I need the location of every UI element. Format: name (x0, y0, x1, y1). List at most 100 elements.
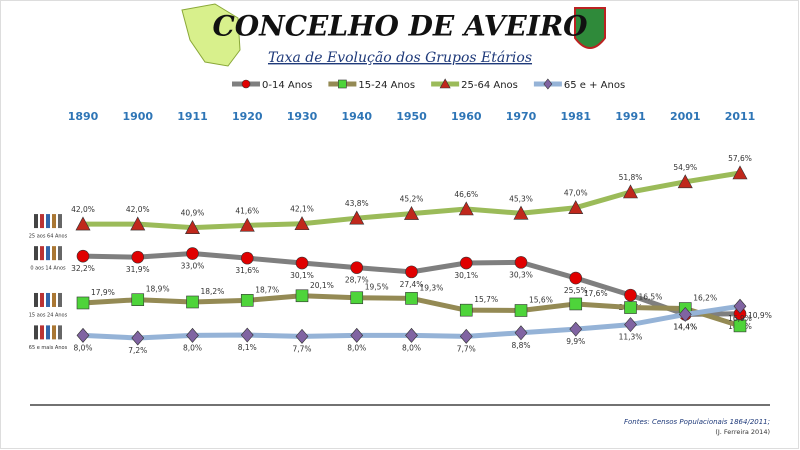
data-point (514, 325, 528, 341)
data-label: 7,2% (128, 346, 147, 355)
row-icon (58, 292, 62, 307)
data-label: 30,1% (454, 271, 478, 280)
row-icon (40, 292, 44, 307)
x-tick-label: 1960 (451, 110, 482, 123)
data-label: 40,9% (181, 209, 205, 218)
data-point (240, 327, 254, 343)
data-point (624, 288, 637, 302)
data-point (76, 296, 90, 310)
data-point (568, 200, 584, 215)
row-label: 65 e mais Anos (29, 345, 68, 351)
legend-marker (241, 79, 251, 89)
x-tick-label: 1930 (287, 110, 318, 123)
data-label: 8,0% (402, 343, 421, 352)
data-label: 19,3% (420, 283, 444, 292)
data-label: 25,5% (564, 286, 588, 295)
row-icon (46, 325, 50, 340)
data-label: 8,8% (511, 341, 530, 350)
data-label: 27,4% (400, 280, 424, 289)
data-label: 16,9% (728, 314, 752, 323)
data-label: 42,0% (71, 205, 95, 214)
row-icon (52, 246, 56, 261)
data-label: 45,2% (400, 195, 424, 204)
data-point (186, 247, 199, 260)
data-label: 16,2% (693, 294, 717, 303)
data-point (350, 261, 364, 274)
data-label: 8,0% (73, 343, 92, 352)
x-tick-label: 1890 (68, 110, 99, 123)
data-label: 9,9% (566, 337, 585, 346)
data-point (624, 301, 637, 314)
data-label: 46,6% (454, 190, 478, 199)
data-label: 30,3% (509, 270, 533, 279)
x-tick-label: 1940 (341, 110, 372, 123)
row-label: 15 aos 24 Anos (29, 312, 68, 318)
x-tick-label: 1900 (122, 110, 153, 123)
data-point (677, 174, 693, 189)
data-label: 17,6% (584, 289, 608, 298)
data-label: 41,6% (235, 206, 259, 215)
data-label: 14,4% (673, 322, 697, 331)
data-point (459, 256, 473, 270)
x-tick-label: 1950 (396, 110, 427, 123)
data-label: 19,5% (365, 283, 389, 292)
data-label: 10,9% (748, 311, 772, 320)
data-point (514, 256, 528, 269)
data-label: 31,6% (235, 266, 259, 275)
row-icon (46, 246, 50, 261)
data-label: 7,7% (457, 344, 476, 353)
row-label: 0 aos 14 Anos (30, 266, 66, 272)
x-tick-label: 2011 (725, 110, 756, 123)
data-point (569, 321, 583, 337)
data-label: 57,6% (728, 154, 752, 163)
data-point (350, 327, 364, 343)
data-point (513, 205, 529, 220)
data-label: 17,9% (91, 288, 115, 297)
data-label: 11,3% (619, 333, 643, 342)
row-icon (34, 325, 38, 340)
x-tick-label: 2001 (670, 110, 701, 123)
data-point (295, 328, 309, 344)
data-label: 15,7% (474, 295, 498, 304)
data-point (733, 298, 747, 314)
data-point (184, 220, 201, 234)
data-point (405, 265, 418, 279)
data-point (131, 293, 145, 306)
row-icon (52, 214, 56, 229)
data-point (733, 319, 747, 333)
legend-marker (338, 79, 347, 89)
data-label: 16,5% (639, 293, 663, 302)
map-icon (181, 3, 241, 67)
legend-label: 25-64 Anos (461, 80, 518, 91)
data-point (76, 327, 90, 343)
legend-marker (439, 78, 451, 89)
data-label: 14,4% (673, 322, 697, 331)
data-label: 28,7% (345, 276, 369, 285)
data-point (76, 249, 90, 263)
data-point (295, 289, 309, 303)
data-point (459, 303, 473, 317)
data-label: 8,1% (238, 343, 257, 352)
row-icon (34, 292, 38, 307)
x-tick-label: 1970 (506, 110, 537, 123)
source-note: Fontes: Censos Populacionais 1864/2011; (624, 418, 770, 426)
chart-subtitle: Taxa de Evolução dos Grupos Etários (268, 50, 532, 66)
data-label: 42,1% (290, 205, 314, 214)
data-point (240, 294, 254, 307)
data-label: 7,7% (292, 344, 311, 353)
data-point (732, 165, 748, 180)
row-label: 25 aos 64 Anos (29, 234, 68, 240)
data-label: 15,6% (529, 296, 553, 305)
row-icon (40, 325, 44, 340)
chart-title: CONCELHO DE AVEIRO (212, 10, 588, 43)
data-point (624, 317, 637, 333)
data-label: 43,8% (345, 199, 369, 208)
data-point (131, 330, 145, 346)
row-icon (58, 325, 62, 340)
data-label: 42,0% (126, 205, 150, 214)
data-point (350, 291, 364, 305)
data-label: 18,2% (201, 287, 225, 296)
author-note: (J. Ferreira 2014) (715, 428, 770, 436)
data-point (678, 306, 692, 322)
